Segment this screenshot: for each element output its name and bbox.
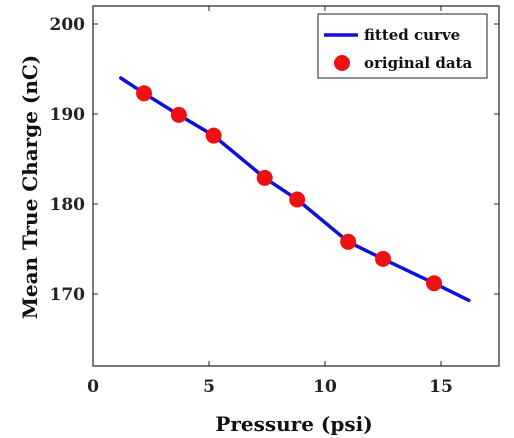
- data-point: [289, 191, 306, 208]
- data-point: [205, 127, 222, 144]
- data-point: [256, 169, 273, 186]
- legend: fitted curve original data: [317, 13, 488, 79]
- series: [119, 76, 471, 303]
- ticks: 0 5 10 15 170 180 190 200: [50, 6, 499, 397]
- y-tick-label: 200: [50, 15, 86, 35]
- y-tick-label: 170: [50, 285, 86, 305]
- x-axis-label: Pressure (psi): [215, 412, 372, 436]
- y-tick-label: 190: [50, 105, 86, 125]
- data-point: [375, 250, 391, 267]
- x-tick-label: 10: [313, 377, 337, 397]
- legend-marker-swatch: [334, 55, 350, 71]
- y-tick-label: 180: [50, 195, 86, 215]
- y-axis-label: Mean True Charge (nC): [18, 55, 42, 320]
- data-point: [170, 106, 187, 123]
- fitted-curve-line: [119, 76, 471, 303]
- data-point: [426, 275, 443, 292]
- legend-label-original-data: original data: [364, 54, 472, 72]
- x-tick-label: 5: [203, 377, 215, 397]
- legend-label-fitted-curve: fitted curve: [364, 26, 460, 44]
- x-tick-label: 0: [87, 377, 99, 397]
- data-point: [340, 233, 357, 250]
- data-point: [136, 85, 153, 102]
- x-tick-label: 15: [429, 377, 453, 397]
